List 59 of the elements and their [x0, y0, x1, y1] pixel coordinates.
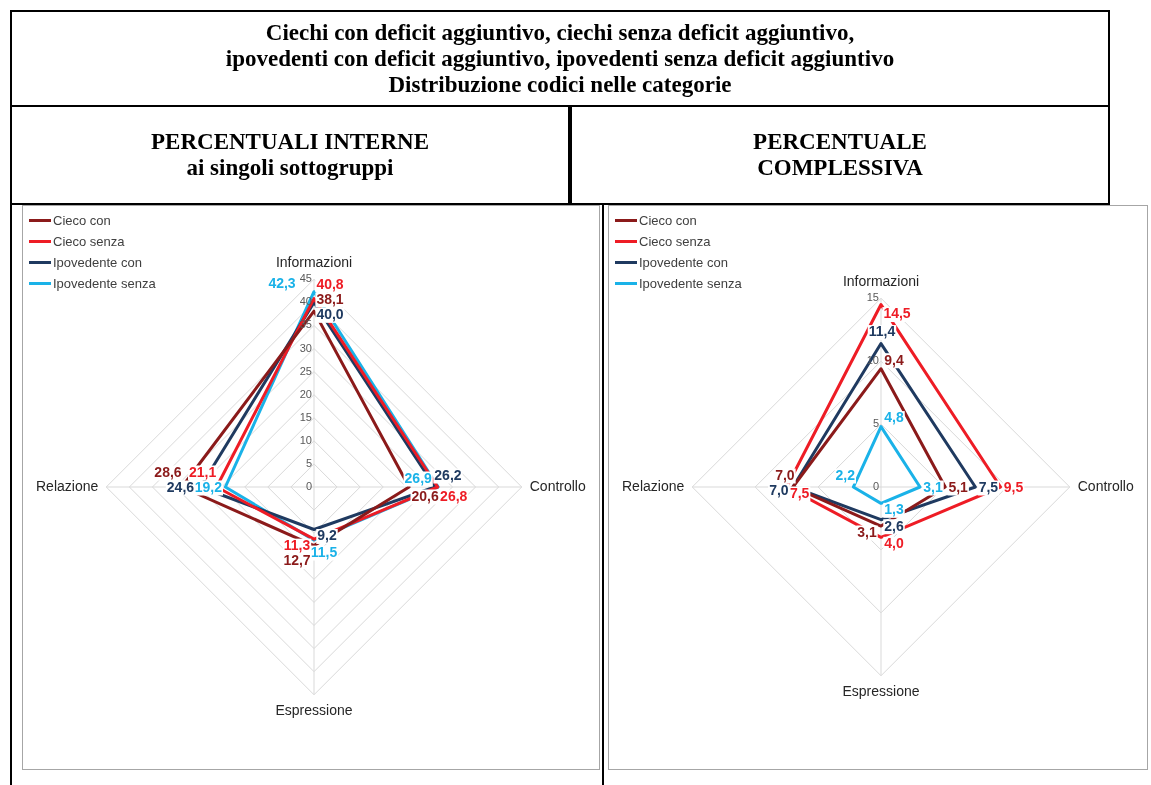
spoke-label: Relazione	[36, 477, 99, 494]
data-label: 7,5	[978, 478, 999, 495]
spoke-label: Informazioni	[842, 272, 920, 289]
data-label: 4,8	[884, 409, 904, 426]
y-tick-label: 5	[305, 456, 312, 469]
data-label: 3,1	[857, 523, 877, 540]
data-label: 28,6	[154, 463, 182, 480]
data-label: 7,5	[789, 484, 810, 501]
data-label: 26,9	[404, 469, 433, 486]
data-label: 26,8	[440, 487, 468, 504]
legend-label: Ipovedente senza	[53, 276, 156, 291]
data-label: 1,3	[884, 501, 904, 518]
y-tick-label: 10	[299, 433, 312, 446]
legend-label: Ipovedente con	[53, 255, 142, 270]
data-label: 11,3	[283, 537, 311, 554]
data-label: 9,2	[317, 527, 337, 544]
spoke-label: Controllo	[1077, 477, 1134, 494]
data-label: 40,0	[316, 306, 344, 323]
data-label: 11,5	[310, 543, 338, 560]
data-label: 26,2	[434, 466, 462, 483]
data-label: 9,5	[1003, 478, 1024, 495]
spoke-label: Espressione	[842, 683, 920, 699]
data-label: 21,1	[188, 463, 217, 480]
legend-label: Cieco con	[53, 213, 111, 228]
chart-subtitle: PERCENTUALI INTERNE ai singoli sottogruppi	[10, 105, 570, 205]
data-label: 9,4	[884, 351, 904, 368]
y-tick-label: 25	[299, 364, 312, 377]
y-tick-label: 30	[299, 341, 312, 354]
data-label: 5,1	[948, 478, 969, 495]
spoke-label: Relazione	[622, 477, 685, 494]
y-tick-label: 15	[299, 410, 312, 423]
spoke-label: Controllo	[529, 477, 586, 494]
y-tick-label: 0	[872, 480, 879, 493]
data-label: 12,7	[283, 552, 311, 569]
data-label: 20,6	[411, 487, 439, 504]
data-label: 40,8	[316, 275, 344, 292]
data-label: 2,2	[835, 466, 856, 483]
y-tick-label: 0	[305, 480, 312, 493]
spoke-label: Espressione	[275, 702, 353, 718]
y-tick-label: 15	[866, 291, 879, 304]
data-label: 7,0	[775, 466, 795, 483]
data-label: 4,0	[884, 535, 904, 552]
data-label: 19,2	[194, 478, 223, 495]
data-label: 11,4	[868, 323, 896, 340]
legend-label: Cieco senza	[53, 234, 125, 249]
data-label: 2,6	[884, 517, 904, 534]
data-label: 3,1	[923, 478, 943, 495]
data-label: 42,3	[268, 274, 296, 291]
chart-title: Ciechi con deficit aggiuntivo, ciechi senza deficit aggiuntivo, ipovedenti con deficit aggiuntivo, ipovedenti senza deficit aggiuntivo Distribuzione codici nelle categorie	[10, 10, 1110, 107]
data-label: 14,5	[883, 305, 911, 322]
y-tick-label: 5	[872, 417, 879, 430]
legend-label: Cieco con	[639, 213, 697, 228]
chart-subtitle: PERCENTUALE COMPLESSIVA	[570, 105, 1110, 205]
spoke-label: Informazioni	[275, 253, 353, 270]
legend-label: Cieco senza	[639, 234, 711, 249]
legend-label: Ipovedente senza	[639, 276, 742, 291]
legend-label: Ipovedente con	[639, 255, 728, 270]
y-tick-label: 20	[299, 387, 312, 400]
y-tick-label: 45	[299, 272, 312, 285]
